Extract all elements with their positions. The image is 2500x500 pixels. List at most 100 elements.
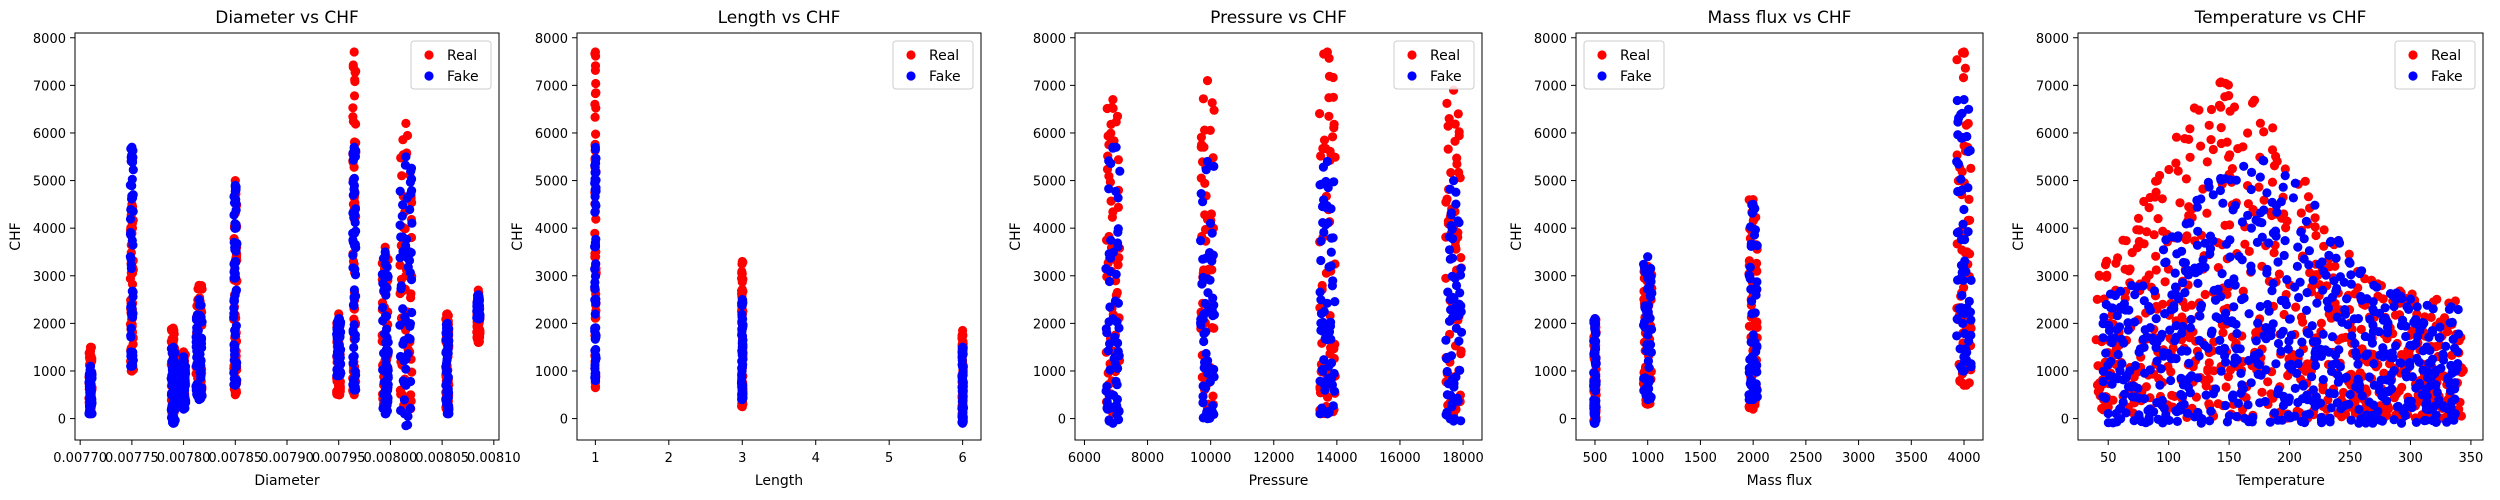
data-point [1958,73,1969,83]
data-point [397,211,407,221]
data-point [2308,385,2318,395]
y-tick-label: 0 [58,413,66,428]
data-point [2231,175,2241,185]
data-point [2222,417,2232,427]
data-point [2218,328,2228,338]
data-point [2155,333,2165,343]
data-point [400,355,410,365]
data-point [2374,382,2384,392]
data-point [2144,301,2154,312]
data-point [2113,253,2123,263]
data-point [2161,410,2171,420]
data-point [472,301,482,311]
data-point [400,312,410,322]
series-real [1101,47,1466,419]
data-point [2115,366,2125,376]
data-point [2213,399,2223,409]
data-point [2411,383,2421,393]
data-point [2204,182,2214,192]
data-point [396,274,407,284]
data-point [2204,399,2214,409]
data-point [2310,360,2321,371]
data-point [2244,246,2254,256]
x-tick-label: 14000 [1316,451,1357,466]
data-point [1113,202,1123,212]
data-point [2200,289,2210,300]
data-point [1965,249,1975,259]
x-tick-label: 8000 [1131,451,1164,466]
data-point [398,304,408,314]
data-point [2123,318,2133,328]
data-point [2350,347,2361,357]
data-point [2277,415,2287,425]
data-point [2273,257,2283,267]
x-tick-label: 3000 [1842,451,1875,466]
data-point [2353,359,2363,369]
data-point [395,253,405,263]
data-point [398,339,408,349]
data-point [2327,366,2337,376]
data-point [2268,123,2278,133]
data-point [2259,195,2269,205]
data-point [2436,363,2446,373]
data-point [229,340,239,350]
data-point [2402,302,2412,312]
data-point [2405,294,2416,304]
data-point [1113,242,1123,252]
x-tick-label: 0.00775 [105,451,159,466]
data-point [2324,388,2335,398]
data-point [2172,249,2182,259]
data-point [2254,360,2264,370]
data-point [1198,197,1208,207]
data-point [1454,336,1464,346]
data-point [2443,373,2453,383]
data-point [2383,327,2393,337]
plot-points [1101,47,1467,428]
data-point [2091,335,2101,345]
data-point [2378,294,2388,304]
data-point [348,235,358,245]
data-point [2307,321,2317,331]
x-tick-label: 300 [2398,451,2423,466]
data-point [2184,358,2194,368]
data-point [1454,167,1464,178]
data-point [1319,355,1329,365]
data-point [350,210,360,220]
y-tick-label: 8000 [33,32,66,47]
x-tick-label: 0.00790 [260,451,314,466]
chart-title: Temperature vs CHF [2194,8,2367,28]
y-axis-label: CHF [2011,222,2027,250]
data-point [1102,103,1112,114]
data-point [2244,417,2254,427]
data-point [1959,366,1969,376]
data-point [2318,285,2328,295]
data-point [2102,256,2112,266]
data-point [1104,276,1115,287]
data-point [1320,380,1330,390]
data-point [1106,158,1116,169]
data-point [1202,76,1213,86]
data-point [2236,388,2246,398]
data-point [1104,184,1114,194]
data-point [382,262,392,272]
data-point [348,250,358,260]
data-point [407,186,417,196]
data-point [2123,325,2133,335]
data-point [2345,389,2355,400]
legend-label-real: Real [1620,48,1650,64]
y-tick-label: 8000 [535,32,568,47]
y-tick-label: 8000 [2036,32,2069,47]
data-point [2220,220,2230,230]
y-tick-label: 1000 [33,365,66,380]
x-tick-label: 6 [958,451,966,466]
y-tick-label: 4000 [2036,222,2069,237]
data-point [2220,174,2230,184]
data-point [1455,365,1465,375]
data-point [128,339,138,349]
data-point [2447,317,2457,327]
data-point [2300,176,2310,186]
data-point [2346,279,2356,289]
data-point [2108,418,2118,428]
data-point [1456,327,1467,337]
data-point [349,47,359,57]
